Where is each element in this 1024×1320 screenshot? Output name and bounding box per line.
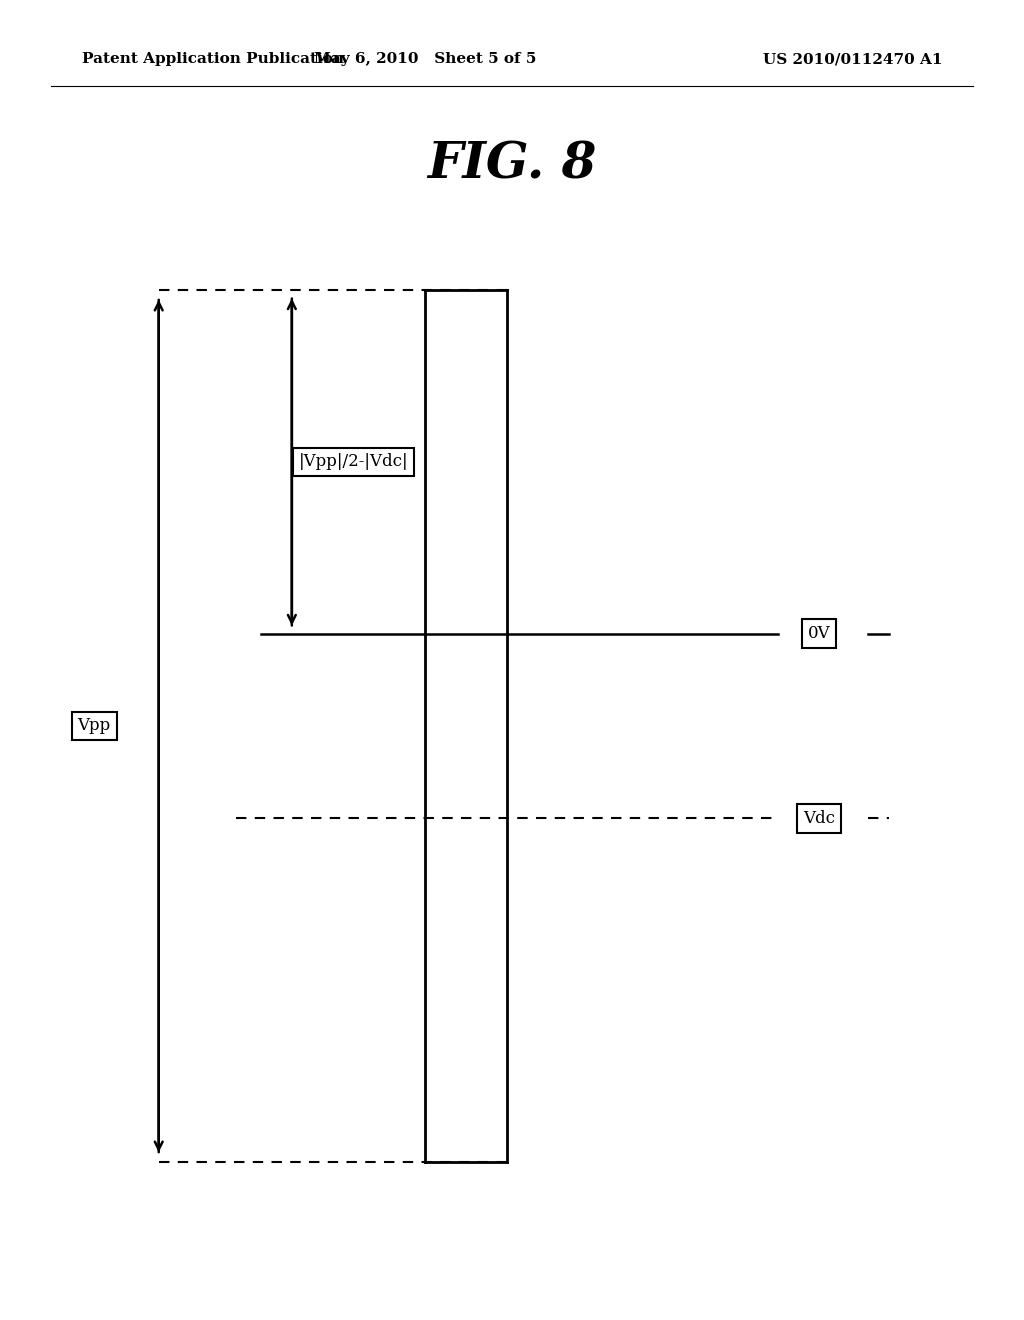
Text: May 6, 2010   Sheet 5 of 5: May 6, 2010 Sheet 5 of 5 xyxy=(313,53,537,66)
Text: Vdc: Vdc xyxy=(803,810,836,826)
Text: |Vpp|/2-|Vdc|: |Vpp|/2-|Vdc| xyxy=(298,454,409,470)
Text: 0V: 0V xyxy=(808,626,830,642)
Text: FIG. 8: FIG. 8 xyxy=(427,140,597,190)
Text: Patent Application Publication: Patent Application Publication xyxy=(82,53,344,66)
Text: Vpp: Vpp xyxy=(78,718,111,734)
Text: US 2010/0112470 A1: US 2010/0112470 A1 xyxy=(763,53,942,66)
